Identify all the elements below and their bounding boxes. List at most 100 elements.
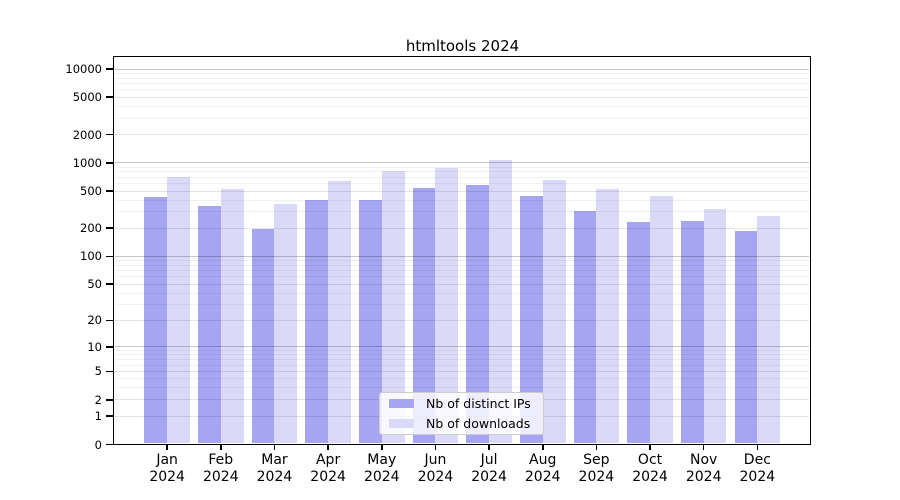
y-tick-0: [106, 443, 113, 446]
x-tick-year: 2024: [202, 468, 239, 485]
x-tick-label-may: May 2024: [350, 452, 414, 485]
y-tick-label-200: 200: [80, 221, 102, 236]
x-tick-month: Feb: [208, 452, 234, 468]
x-tick-year: 2024: [417, 468, 454, 485]
x-tick-aug: [541, 444, 544, 450]
bar-distinct-ips-apr: [305, 199, 329, 444]
gridline-700: [115, 176, 809, 178]
y-tick-100: [106, 255, 113, 258]
x-tick-jun: [434, 444, 437, 450]
x-tick-year: 2024: [310, 468, 346, 485]
x-tick-label-jan: Jan 2024: [135, 452, 199, 485]
x-tick-year: 2024: [578, 468, 615, 485]
x-tick-label-jul: Jul 2024: [457, 452, 521, 485]
gridline-70: [115, 270, 809, 272]
x-tick-month: Nov: [690, 452, 718, 468]
gridline-10000: [115, 68, 809, 70]
x-tick-year: 2024: [685, 468, 722, 485]
bar-downloads-may: [381, 170, 405, 444]
gridline-9000: [115, 72, 809, 74]
y-tick-label-5: 5: [94, 364, 102, 379]
x-tick-may: [380, 444, 383, 450]
bar-distinct-ips-oct: [627, 222, 651, 444]
gridline-30: [115, 304, 809, 305]
bar-distinct-ips-feb: [198, 206, 221, 444]
bar-downloads-mar: [274, 203, 298, 444]
gridline-5: [115, 370, 809, 372]
gridline-40: [115, 292, 809, 294]
x-tick-sep: [595, 444, 598, 450]
legend-label-distinct-ips: Nb of distinct IPs: [426, 396, 531, 411]
x-tick-year: 2024: [524, 468, 561, 485]
x-tick-month: Apr: [315, 452, 341, 468]
x-tick-label-oct: Oct 2024: [618, 452, 682, 485]
gridline-50: [115, 283, 809, 285]
gridline-500: [115, 190, 809, 192]
y-tick-2: [106, 398, 113, 401]
bar-distinct-ips-mar: [251, 228, 275, 444]
y-tick-10000: [106, 68, 113, 70]
x-tick-month: Jun: [424, 452, 447, 468]
gridline-4: [115, 378, 809, 380]
y-tick-label-50: 50: [87, 277, 102, 292]
legend-item-downloads: Nb of downloads: [380, 416, 543, 432]
y-tick-label-20: 20: [87, 313, 102, 328]
x-tick-label-aug: Aug 2024: [511, 452, 575, 485]
gridline-600: [115, 183, 809, 185]
gridline-1000: [115, 162, 809, 164]
x-tick-mar: [273, 444, 276, 450]
y-tick-label-2000: 2000: [72, 127, 102, 142]
x-tick-month: May: [367, 452, 397, 468]
x-tick-year: 2024: [632, 468, 668, 485]
x-tick-month: Mar: [261, 452, 288, 468]
y-tick-label-1: 1: [94, 409, 102, 424]
x-tick-month: Oct: [637, 452, 663, 468]
x-tick-year: 2024: [471, 468, 507, 485]
x-tick-label-nov: Nov 2024: [672, 452, 736, 485]
x-tick-year: 2024: [256, 468, 293, 485]
y-tick-label-10000: 10000: [65, 62, 102, 77]
bar-downloads-dec: [757, 216, 781, 444]
y-tick-label-500: 500: [80, 184, 102, 199]
y-tick-5000: [106, 96, 113, 99]
legend-swatch-downloads: [389, 419, 414, 428]
x-tick-month: Jul: [480, 452, 498, 468]
bar-distinct-ips-jan: [144, 197, 168, 444]
y-tick-label-5000: 5000: [72, 90, 102, 105]
gridline-6000: [115, 89, 809, 91]
x-tick-year: 2024: [149, 468, 185, 485]
bar-downloads-feb: [220, 189, 244, 444]
gridline-300: [115, 211, 809, 213]
bar-distinct-ips-jun: [412, 187, 436, 444]
bar-downloads-jul: [489, 159, 512, 444]
bar-downloads-jan: [167, 177, 190, 444]
y-tick-50: [106, 283, 113, 285]
y-tick-label-0: 0: [94, 437, 102, 452]
bar-distinct-ips-dec: [734, 231, 758, 444]
gridline-4000: [115, 105, 809, 107]
bar-distinct-ips-aug: [519, 196, 543, 444]
x-tick-nov: [702, 444, 705, 450]
bar-distinct-ips-may: [358, 199, 382, 444]
x-tick-label-mar: Mar 2024: [242, 452, 306, 485]
x-tick-year: 2024: [363, 468, 400, 485]
bar-distinct-ips-sep: [573, 210, 597, 444]
bar-downloads-oct: [650, 195, 673, 444]
legend-swatch-distinct-ips: [389, 399, 414, 408]
y-tick-1: [106, 415, 113, 418]
gridline-3000: [115, 117, 809, 119]
gridline-200: [115, 227, 809, 229]
chart-title: htmltools 2024: [405, 37, 520, 55]
y-tick-5: [106, 370, 113, 373]
gridline-60: [115, 276, 809, 278]
bar-downloads-nov: [703, 208, 727, 444]
x-tick-dec: [756, 444, 759, 450]
x-tick-oct: [649, 444, 651, 450]
x-tick-label-feb: Feb 2024: [189, 452, 253, 485]
x-tick-feb: [220, 444, 222, 450]
bar-distinct-ips-jul: [466, 184, 490, 444]
x-tick-jan: [166, 444, 168, 450]
gridline-400: [115, 199, 809, 201]
x-tick-month: Aug: [529, 452, 557, 468]
